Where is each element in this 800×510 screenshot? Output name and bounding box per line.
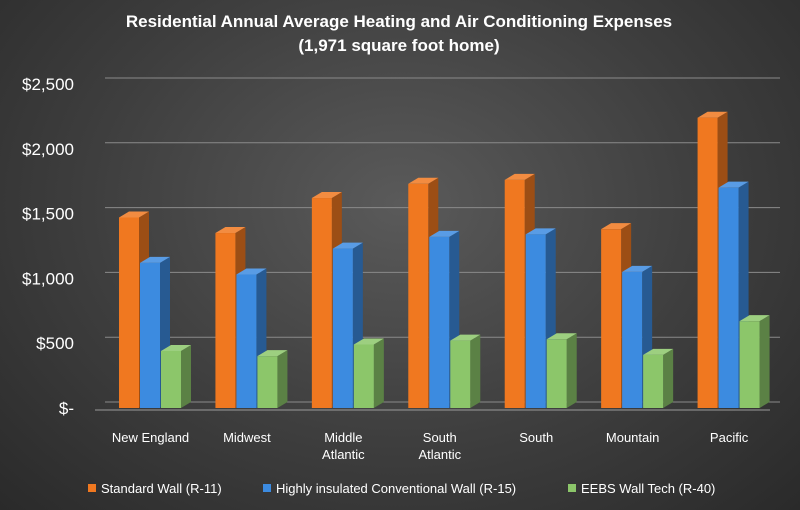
legend-swatch bbox=[263, 484, 271, 492]
bar-front bbox=[622, 271, 643, 408]
legend-swatch bbox=[568, 484, 576, 492]
bar-top bbox=[408, 177, 439, 184]
x-tick-label: Atlantic bbox=[418, 447, 461, 462]
bar-top bbox=[311, 192, 342, 199]
bar-top bbox=[353, 338, 384, 345]
bar-front bbox=[546, 339, 567, 408]
x-tick-label: South bbox=[423, 430, 457, 445]
legend-item: Standard Wall (R-11) bbox=[88, 481, 222, 496]
y-tick-label: $1,000 bbox=[22, 269, 74, 288]
bar-front bbox=[215, 233, 236, 408]
bar-top bbox=[622, 265, 653, 272]
bar-side bbox=[277, 350, 288, 408]
x-tick-label: Middle bbox=[324, 430, 362, 445]
bar-top bbox=[236, 268, 267, 275]
bars bbox=[119, 111, 770, 409]
legend-swatch bbox=[88, 484, 96, 492]
y-tick-label: $1,500 bbox=[22, 205, 74, 224]
bar-top bbox=[601, 223, 632, 230]
y-tick-label: $2,500 bbox=[22, 75, 74, 94]
chart-title: Residential Annual Average Heating and A… bbox=[126, 12, 672, 31]
bar-top bbox=[697, 111, 728, 118]
legend-label: Standard Wall (R-11) bbox=[101, 481, 222, 496]
bar-front bbox=[718, 187, 739, 408]
x-tick-label: Pacific bbox=[710, 430, 749, 445]
y-tick-label: $500 bbox=[36, 334, 74, 353]
bar bbox=[353, 338, 384, 408]
bar bbox=[643, 348, 674, 408]
bar-side bbox=[181, 344, 191, 408]
bar-top bbox=[450, 334, 481, 341]
y-axis: $2,500 $2,000 $1,500 $1,000 $500 $- bbox=[22, 75, 74, 418]
bar-top bbox=[429, 230, 460, 237]
x-tick-label: Mountain bbox=[606, 430, 659, 445]
chart-subtitle: (1,971 square foot home) bbox=[298, 36, 499, 55]
y-tick-label: $- bbox=[59, 399, 74, 418]
bar-top bbox=[718, 181, 749, 188]
bar-front bbox=[257, 356, 278, 408]
bar-top bbox=[643, 348, 674, 355]
x-tick-label: Midwest bbox=[223, 430, 271, 445]
bar-front bbox=[697, 117, 718, 409]
bar bbox=[450, 334, 481, 408]
bar-front bbox=[353, 344, 374, 408]
legend-label: Highly insulated Conventional Wall (R-15… bbox=[276, 481, 516, 496]
bar bbox=[161, 344, 191, 408]
bar-front bbox=[429, 236, 450, 408]
bar-side bbox=[663, 348, 674, 408]
bar-front bbox=[332, 248, 353, 408]
bar-front bbox=[311, 198, 332, 408]
bar-top bbox=[504, 173, 535, 180]
legend-label: EEBS Wall Tech (R-40) bbox=[581, 481, 715, 496]
y-tick-label: $2,000 bbox=[22, 140, 74, 159]
bar-top bbox=[546, 333, 577, 340]
bar-top bbox=[119, 211, 149, 218]
bar-front bbox=[161, 350, 181, 408]
bar-side bbox=[373, 338, 384, 408]
bar-top bbox=[161, 344, 191, 351]
bar bbox=[739, 315, 770, 408]
bar-front bbox=[450, 340, 471, 408]
bar-front bbox=[236, 274, 257, 408]
bar-top bbox=[257, 350, 288, 357]
bar-side bbox=[759, 315, 770, 408]
bar-side bbox=[470, 334, 481, 408]
bar-top bbox=[739, 315, 770, 322]
bar-front bbox=[119, 217, 139, 408]
bar-top bbox=[332, 242, 363, 249]
bar-top bbox=[525, 228, 556, 235]
bar-front bbox=[140, 262, 160, 408]
bar bbox=[257, 350, 288, 408]
bar-front bbox=[601, 229, 622, 408]
bar-top bbox=[215, 227, 246, 234]
legend: Standard Wall (R-11) Highly insulated Con… bbox=[88, 481, 715, 496]
bar bbox=[546, 333, 577, 408]
bar-front bbox=[525, 234, 546, 408]
legend-item: Highly insulated Conventional Wall (R-15… bbox=[263, 481, 516, 496]
bar-front bbox=[408, 183, 429, 408]
x-axis: New England Midwest Middle Atlantic South Atl… bbox=[112, 430, 749, 462]
x-tick-label: Atlantic bbox=[322, 447, 365, 462]
bar-side bbox=[566, 333, 577, 408]
bar-front bbox=[504, 179, 525, 408]
x-tick-label: New England bbox=[112, 430, 189, 445]
legend-item: EEBS Wall Tech (R-40) bbox=[568, 481, 715, 496]
x-tick-label: South bbox=[519, 430, 553, 445]
bar-front bbox=[643, 354, 664, 408]
bar-front bbox=[739, 321, 760, 408]
bar-top bbox=[140, 256, 170, 263]
